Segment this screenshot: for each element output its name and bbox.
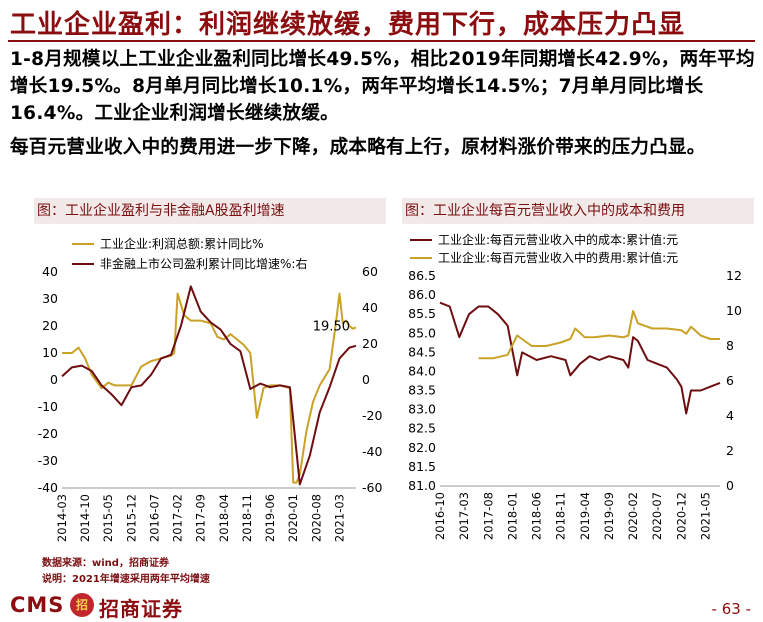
- page-number: - 63 -: [711, 600, 751, 618]
- chart-note: 说明：2021年增速采用两年平均增速: [42, 574, 210, 585]
- right-chart-ytick-right: 2: [726, 443, 734, 458]
- cms-logo-text: CMS: [10, 593, 65, 617]
- right-chart-ytick-left: 82.0: [408, 440, 436, 455]
- left-chart-xtick: 2018-04: [217, 494, 231, 542]
- left-chart-xtick: 2017-09: [194, 494, 208, 542]
- cms-logo-icon: 招: [70, 593, 94, 617]
- right-chart-xtick: 2017-08: [481, 492, 495, 540]
- right-chart-ytick-left: 85.5: [408, 306, 436, 321]
- left-chart-xtick: 2019-06: [263, 494, 277, 542]
- right-chart-ytick-left: 81.5: [408, 459, 436, 474]
- right-chart-series-1-line: [439, 301, 721, 415]
- right-chart-ytick-left: 86.0: [408, 287, 436, 302]
- title-divider: [8, 40, 755, 42]
- left-chart-annotation: 19.50: [313, 319, 350, 334]
- right-chart-ytick-right: 0: [726, 478, 734, 493]
- left-chart-xtick: 2015-12: [124, 494, 138, 542]
- left-chart-series-2-line: [61, 285, 357, 486]
- left-chart-series-1-line: [62, 292, 357, 484]
- left-chart-ytick-right: -20: [362, 408, 382, 423]
- right-chart-ytick-left: 86.5: [408, 268, 436, 283]
- right-chart-ytick-left: 82.5: [408, 421, 436, 436]
- right-chart-xtick: 2019-04: [578, 492, 592, 540]
- left-chart-ytick-left: 40: [42, 264, 58, 279]
- right-chart-xtick: 2018-06: [530, 492, 544, 540]
- left-chart-ytick-right: -60: [362, 480, 382, 495]
- left-chart-ytick-right: 0: [362, 372, 370, 387]
- left-chart-title: 图：工业企业盈利与非金融A股盈利增速: [34, 198, 386, 224]
- left-chart-ytick-right: 60: [362, 264, 378, 279]
- left-chart-xtick: 2020-08: [309, 494, 323, 542]
- left-chart-legend-label: 工业企业:利润总额:累计同比%: [100, 236, 264, 251]
- left-chart-legend-label: 非金融上市公司盈利累计同比增速%:右: [100, 256, 307, 271]
- right-chart-ytick-right: 6: [726, 373, 734, 388]
- right-chart-legend-label: 工业企业:每百元营业收入中的成本:累计值:元: [438, 232, 678, 247]
- right-chart-xtick: 2016-10: [433, 492, 447, 540]
- data-source: 数据来源：wind，招商证券: [42, 558, 169, 569]
- right-chart-ytick-right: 8: [726, 338, 734, 353]
- left-chart-ytick-left: -10: [38, 399, 58, 414]
- right-chart-xtick: 2020-12: [674, 492, 688, 540]
- left-chart-xtick: 2014-10: [78, 494, 92, 542]
- page-title: 工业企业盈利：利润继续放缓，费用下行，成本压力凸显: [10, 10, 686, 40]
- left-chart-ytick-left: 10: [42, 345, 58, 360]
- right-chart-ytick-left: 81.0: [408, 478, 436, 493]
- right-chart-ytick-right: 12: [726, 268, 742, 283]
- right-chart-ytick-right: 4: [726, 408, 734, 423]
- right-chart-xtick: 2018-01: [505, 492, 519, 540]
- left-chart-xtick: 2015-05: [101, 494, 115, 542]
- right-chart-ytick-left: 84.0: [408, 363, 436, 378]
- left-chart-xtick: 2020-01: [286, 494, 300, 542]
- left-chart-ytick-right: 20: [362, 336, 378, 351]
- left-chart-ytick-left: -40: [38, 480, 58, 495]
- left-chart-ytick-left: -20: [38, 426, 58, 441]
- right-chart-xtick: 2017-03: [457, 492, 471, 540]
- summary-paragraph-1: 1-8月规模以上工业企业盈利同比增长49.5%，相比2019年同期增长42.9%…: [10, 49, 755, 124]
- left-chart-xtick: 2016-07: [147, 494, 161, 542]
- right-chart-legend-label: 工业企业:每百元营业收入中的费用:累计值:元: [438, 250, 678, 265]
- right-chart-ytick-left: 83.5: [408, 383, 436, 398]
- left-chart-xtick: 2018-11: [240, 494, 254, 542]
- left-chart-xtick: 2017-02: [171, 494, 185, 542]
- left-chart-xtick: 2014-03: [55, 494, 69, 542]
- company-name: 招商证券: [99, 597, 183, 621]
- left-chart-ytick-left: -30: [38, 453, 58, 468]
- summary-paragraph-2: 每百元营业收入中的费用进一步下降，成本略有上行，原材料涨价带来的压力凸显。: [10, 137, 706, 158]
- right-chart-ytick-left: 83.0: [408, 402, 436, 417]
- right-chart-ytick-left: 85.0: [408, 325, 436, 340]
- right-chart-title: 图：工业企业每百元营业收入中的成本和费用: [402, 198, 754, 224]
- left-chart-ytick-left: 0: [50, 372, 58, 387]
- left-chart-ytick-right: -40: [362, 444, 382, 459]
- left-chart-ytick-right: 40: [362, 300, 378, 315]
- left-chart-ytick-left: 30: [42, 291, 58, 306]
- right-chart-xtick: 2020-07: [650, 492, 664, 540]
- right-chart-xtick: 2019-09: [602, 492, 616, 540]
- right-chart-series-2-line: [478, 310, 720, 360]
- right-chart-xtick: 2020-02: [626, 492, 640, 540]
- right-chart-ytick-left: 84.5: [408, 344, 436, 359]
- right-chart-xtick: 2018-11: [554, 492, 568, 540]
- right-chart-xtick: 2021-05: [699, 492, 713, 540]
- left-chart-ytick-left: 20: [42, 318, 58, 333]
- right-chart-ytick-right: 10: [726, 303, 742, 318]
- left-chart-xtick: 2021-03: [332, 494, 346, 542]
